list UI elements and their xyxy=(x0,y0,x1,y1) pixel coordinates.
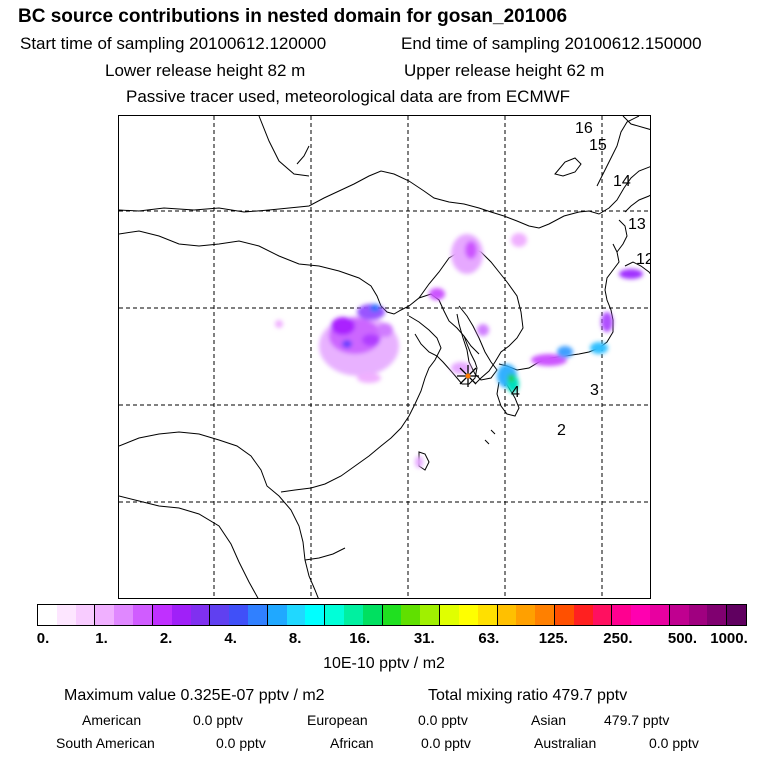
map-panel: 16 15 14 13 12 4 3 2 xyxy=(118,115,651,599)
end-time-label: End time of sampling 20100612.150000 xyxy=(401,34,702,53)
colorbar-tick-label: 4. xyxy=(224,630,237,647)
colorbar-swatch xyxy=(210,605,230,625)
plume-layer xyxy=(275,233,643,468)
colorbar-swatch xyxy=(440,605,459,625)
start-time-label: Start time of sampling 20100612.120000 xyxy=(20,34,327,53)
ring-label-16: 16 xyxy=(575,120,593,137)
asterisk-icon xyxy=(457,365,479,387)
colorbar xyxy=(37,604,747,626)
colorbar-tick-label: 2. xyxy=(159,630,173,647)
maximum-value-label: Maximum value 0.325E-07 pptv / m2 xyxy=(64,687,325,704)
colorbar-swatch xyxy=(229,605,248,625)
lower-release-height-label: Lower release height 82 m xyxy=(105,61,306,80)
region-value-south-american: 0.0 pptv xyxy=(216,735,266,751)
colorbar-swatch xyxy=(650,605,670,625)
region-value-european: 0.0 pptv xyxy=(418,712,468,728)
colorbar-swatch xyxy=(612,605,632,625)
region-name-american: American xyxy=(82,712,142,728)
colorbar-swatch xyxy=(325,605,344,625)
ring-label-13: 13 xyxy=(628,216,646,233)
colorbar-tick-label: 250. xyxy=(603,630,633,647)
region-value-asian: 479.7 pptv xyxy=(604,712,670,728)
colorbar-swatch xyxy=(554,605,574,625)
colorbar-swatch xyxy=(152,605,172,625)
ring-label-12: 12 xyxy=(636,251,650,268)
colorbar-swatch xyxy=(458,605,478,625)
region-value-american: 0.0 pptv xyxy=(193,712,243,728)
colorbar-swatch xyxy=(382,605,402,625)
map-canvas xyxy=(119,116,650,598)
total-mixing-ratio-label: Total mixing ratio 479.7 pptv xyxy=(428,687,628,704)
region-name-african: African xyxy=(330,735,374,751)
colorbar-swatch xyxy=(95,605,115,625)
colorbar-swatch xyxy=(362,605,383,625)
colorbar-swatch xyxy=(669,605,689,625)
colorbar-swatch xyxy=(707,605,728,625)
colorbar-tick-label: 31. xyxy=(413,630,435,647)
colorbar-swatch xyxy=(516,605,536,625)
ring-label-14: 14 xyxy=(613,173,631,190)
ring-label-2: 2 xyxy=(557,422,566,439)
colorbar-tick-label: 0. xyxy=(36,630,50,647)
colorbar-tick-label: 500. xyxy=(667,630,698,647)
colorbar-swatch xyxy=(286,605,306,625)
colorbar-swatch xyxy=(190,605,211,625)
colorbar-swatch xyxy=(573,605,593,625)
ring-label-15: 15 xyxy=(589,137,607,154)
colorbar-swatch xyxy=(133,605,153,625)
colorbar-swatch xyxy=(344,605,363,625)
page-title: BC source contributions in nested domain… xyxy=(18,6,568,27)
colorbar-swatch xyxy=(38,605,57,625)
upper-release-height-label: Upper release height 62 m xyxy=(404,61,605,80)
colorbar-swatch xyxy=(497,605,517,625)
region-name-australian: Australian xyxy=(534,735,597,751)
colorbar-tick-label: 125. xyxy=(538,630,568,647)
region-value-australian: 0.0 pptv xyxy=(649,735,699,751)
colorbar-swatch xyxy=(420,605,441,625)
lat-lon-grid xyxy=(119,116,650,598)
colorbar-unit-label: 10E-10 pptv / m2 xyxy=(323,655,445,672)
colorbar-tick-label: 1. xyxy=(95,630,108,647)
colorbar-swatch xyxy=(477,605,498,625)
ring-label-3: 3 xyxy=(590,382,599,399)
colorbar-swatch xyxy=(305,605,326,625)
region-name-south-american: South American xyxy=(56,735,155,751)
ring-label-4: 4 xyxy=(511,384,520,401)
colorbar-swatch xyxy=(171,605,191,625)
colorbar-tick-label: 8. xyxy=(288,630,302,647)
colorbar-swatch xyxy=(688,605,708,625)
colorbar-tick-label: 1000. xyxy=(710,630,748,647)
colorbar-swatch xyxy=(592,605,613,625)
colorbar-swatch xyxy=(401,605,421,625)
colorbar-swatch xyxy=(535,605,555,625)
colorbar-swatch xyxy=(267,605,287,625)
colorbar-swatch xyxy=(56,605,76,625)
region-name-asian: Asian xyxy=(531,712,567,728)
region-name-european: European xyxy=(307,712,368,728)
colorbar-swatch xyxy=(247,605,268,625)
colorbar-swatch xyxy=(631,605,650,625)
colorbar-swatch xyxy=(727,605,747,625)
colorbar-swatch xyxy=(75,605,96,625)
colorbar-tick-label: 63. xyxy=(478,630,500,647)
colorbar-swatch xyxy=(114,605,134,625)
tracer-note: Passive tracer used, meteorological data… xyxy=(126,87,571,106)
colorbar-tick-label: 16. xyxy=(349,630,371,647)
region-value-african: 0.0 pptv xyxy=(421,735,471,751)
